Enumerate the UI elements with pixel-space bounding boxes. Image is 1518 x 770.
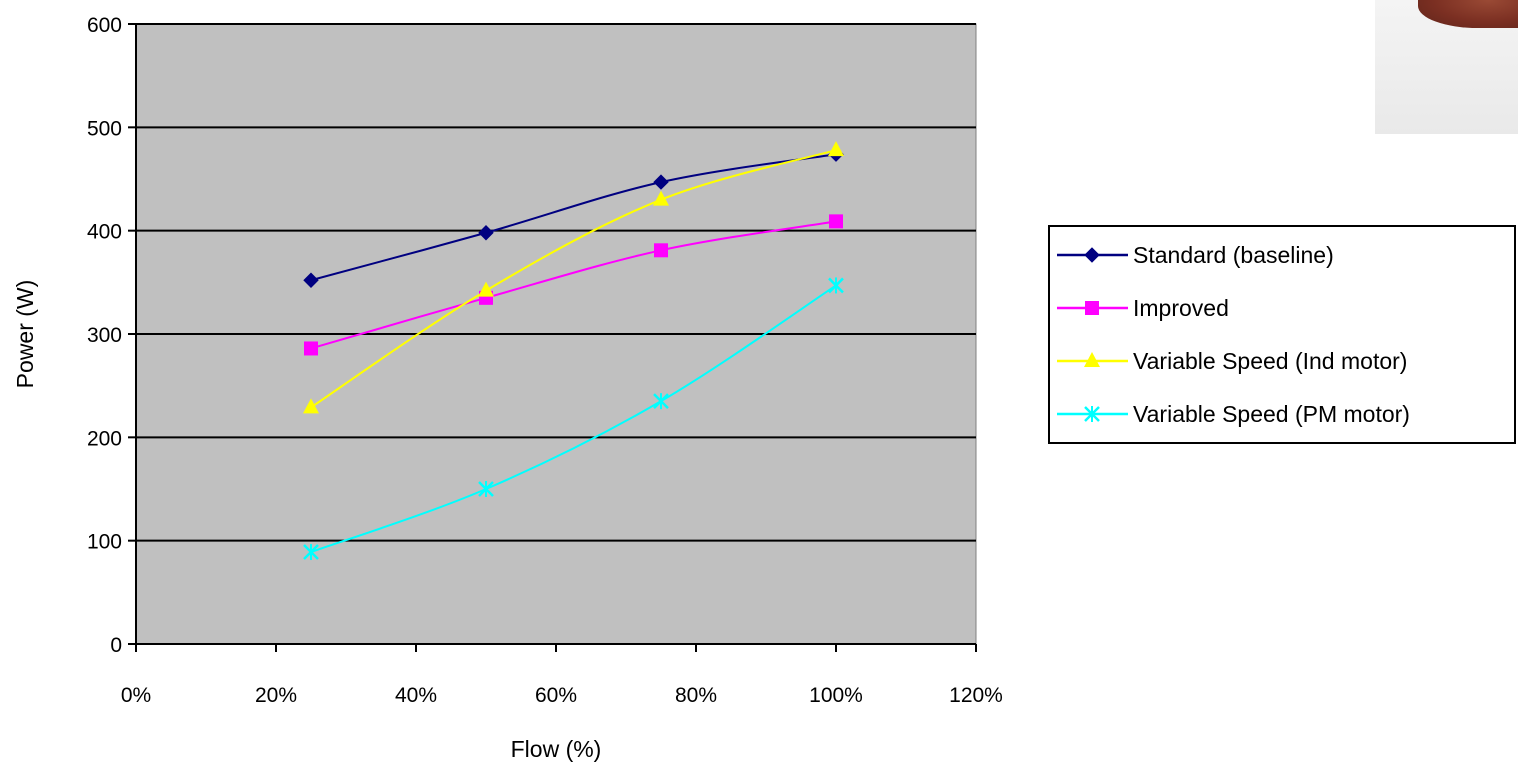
legend-label: Variable Speed (PM motor) xyxy=(1133,401,1410,427)
legend-marker xyxy=(1084,247,1100,263)
data-point-series-3 xyxy=(653,190,669,206)
legend-item-4: Variable Speed (PM motor) xyxy=(1057,401,1410,427)
legend-item-2: Improved xyxy=(1057,295,1229,321)
x-tick-label: 40% xyxy=(395,684,437,707)
product-photo-fragment xyxy=(1375,0,1518,134)
x-tick-label: 120% xyxy=(949,684,1003,707)
data-point-series-3 xyxy=(828,141,844,157)
legend-label: Variable Speed (Ind motor) xyxy=(1133,348,1407,374)
series-line-3 xyxy=(310,149,837,409)
x-tick-label: 0% xyxy=(121,684,151,707)
x-axis-title: Flow (%) xyxy=(511,736,602,762)
data-point-series-1 xyxy=(478,225,494,241)
y-tick-label: 300 xyxy=(87,324,122,347)
y-axis-title: Power (W) xyxy=(12,280,38,389)
y-tick-label: 200 xyxy=(87,427,122,450)
series-lines xyxy=(310,149,837,553)
x-tick-label: 100% xyxy=(809,684,863,707)
gridlines xyxy=(136,23,976,542)
series-line-2 xyxy=(310,220,837,350)
legend: Standard (baseline) Improved Variable Spee… xyxy=(1048,225,1516,444)
data-point-series-4 xyxy=(653,393,669,410)
y-tick-label: 500 xyxy=(87,117,122,140)
legend-label: Standard (baseline) xyxy=(1133,242,1334,268)
data-point-series-1 xyxy=(303,272,319,288)
y-tick-label: 0 xyxy=(110,634,122,657)
y-tick-label: 400 xyxy=(87,221,122,244)
axes xyxy=(128,23,977,652)
x-tick-label: 80% xyxy=(675,684,717,707)
legend-box xyxy=(1048,225,1516,444)
data-point-series-4 xyxy=(478,481,494,497)
data-point-series-1 xyxy=(653,174,669,190)
legend-marker xyxy=(1084,352,1100,367)
legend-marker xyxy=(1084,406,1100,422)
data-point-series-4 xyxy=(828,277,844,294)
series-line-4 xyxy=(310,284,837,553)
y-tick-label: 100 xyxy=(87,531,122,554)
data-point-series-2 xyxy=(304,341,318,356)
legend-marker xyxy=(1085,301,1099,315)
series-markers xyxy=(303,141,844,561)
legend-label: Improved xyxy=(1133,295,1229,321)
tick-labels: 0 100 200 300 400 500 600 0% 20% 40% 60% 80% 100% 120… xyxy=(87,14,1003,707)
data-point-series-4 xyxy=(303,544,319,561)
y-tick-label: 600 xyxy=(87,14,122,37)
data-point-series-3 xyxy=(303,398,319,414)
data-point-series-2 xyxy=(654,243,668,258)
data-point-series-2 xyxy=(829,214,843,229)
legend-item-3: Variable Speed (Ind motor) xyxy=(1057,348,1407,374)
x-tick-label: 20% xyxy=(255,684,297,707)
data-point-series-3 xyxy=(478,281,494,297)
legend-item-1: Standard (baseline) xyxy=(1057,242,1334,268)
x-tick-label: 60% xyxy=(535,684,577,707)
series-line-1 xyxy=(310,153,837,282)
